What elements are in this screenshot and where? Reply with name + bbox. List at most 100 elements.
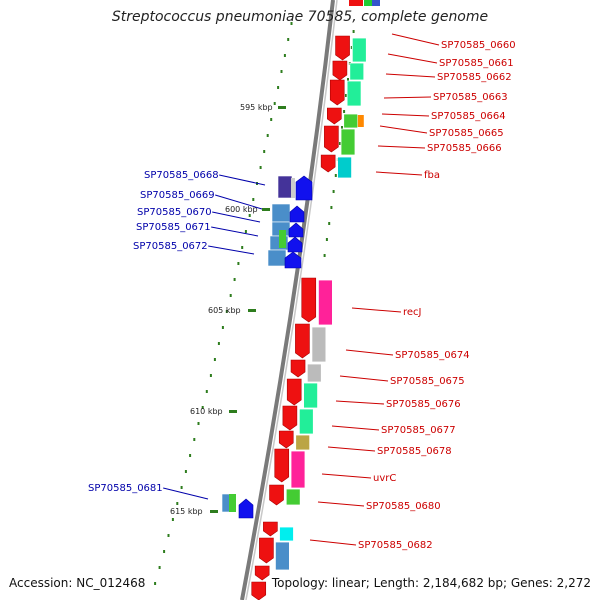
- gene-block: [277, 175, 293, 199]
- gene-arrow: [327, 107, 342, 125]
- scale-labels: 595 kbp 600 kbp 605 kbp 610 kbp 615 kbp: [170, 103, 286, 516]
- map-title: Streptococcus pneumoniae 70585, complete…: [111, 9, 489, 25]
- gene-block: [372, 0, 380, 6]
- gene-arrow: [278, 430, 294, 449]
- left-tick: [209, 374, 212, 377]
- gene-arrow: [290, 359, 306, 378]
- gene-label-right: SP70585_0662: [437, 72, 512, 83]
- gene-label-right: SP70585_0665: [429, 128, 504, 139]
- left-tick: [229, 294, 232, 297]
- gene-arrow: [282, 405, 298, 431]
- left-tick: [158, 566, 161, 569]
- gene-labels: SP70585_0660 SP70585_0661 SP70585_0662 SP70…: [88, 40, 516, 551]
- gene-arrow: [263, 521, 278, 537]
- left-tick: [290, 22, 293, 25]
- gene-block: [337, 156, 353, 179]
- scale-tick: [248, 309, 256, 312]
- leader-line: [351, 307, 402, 313]
- scale-tick: [262, 208, 270, 211]
- left-tick: [263, 150, 266, 153]
- left-tick: [248, 214, 251, 217]
- gene-label-right: SP70585_0661: [439, 58, 514, 69]
- leader-line: [321, 473, 372, 479]
- leader-line: [387, 53, 438, 64]
- accession-text: Accession: NC_012468: [9, 576, 146, 590]
- right-tick: [350, 46, 353, 49]
- label-leader-lines: [163, 33, 440, 546]
- gene-arrow: [286, 378, 302, 406]
- left-tick: [154, 582, 157, 585]
- gene-block: [298, 408, 314, 435]
- scale-label: 595 kbp: [240, 103, 273, 112]
- gene-features: [221, 0, 380, 601]
- genome-backbone-shadow: [245, 0, 338, 601]
- left-tick: [244, 230, 247, 233]
- left-tick: [252, 198, 255, 201]
- right-tick: [347, 78, 349, 81]
- gene-block: [221, 493, 231, 513]
- left-tick: [163, 550, 166, 553]
- leader-line: [377, 145, 426, 149]
- gene-label-left: SP70585_0681: [88, 483, 163, 494]
- leader-line: [163, 487, 209, 500]
- leader-line: [379, 125, 428, 134]
- gene-arrow: [329, 79, 345, 106]
- genome-summary-text: Topology: linear; Length: 2,184,682 bp; …: [271, 576, 591, 590]
- gene-label-right: fba: [424, 170, 440, 181]
- left-tick: [277, 86, 280, 89]
- gene-label-right: SP70585_0664: [431, 111, 506, 122]
- leader-line: [211, 226, 259, 237]
- gene-block: [306, 363, 322, 383]
- leader-line: [317, 501, 365, 507]
- right-tick: [330, 206, 333, 209]
- gene-arrow: [238, 498, 254, 519]
- leader-line: [309, 539, 357, 546]
- right-tick: [345, 94, 347, 97]
- gene-block: [303, 382, 319, 409]
- gene-block: [274, 541, 290, 571]
- scale-label: 600 kbp: [225, 205, 258, 214]
- right-tick: [325, 238, 328, 241]
- left-tick: [189, 454, 192, 457]
- left-tick: [201, 406, 204, 409]
- gene-arrow: [295, 175, 313, 201]
- gene-label-left: SP70585_0672: [133, 241, 208, 252]
- gene-label-left: SP70585_0671: [136, 222, 211, 233]
- left-tick: [171, 518, 174, 521]
- gene-arrow: [289, 205, 305, 223]
- gene-arrow: [295, 323, 310, 359]
- leader-line: [219, 174, 266, 186]
- gene-block: [349, 0, 363, 6]
- left-tick: [280, 70, 283, 73]
- leader-line: [375, 171, 423, 176]
- right-tick: [341, 126, 343, 129]
- gene-block: [343, 113, 359, 129]
- gene-block: [317, 279, 333, 326]
- left-tick: [283, 54, 286, 57]
- left-tick: [197, 422, 200, 425]
- leader-line: [212, 211, 261, 223]
- gene-block: [351, 37, 367, 63]
- leader-line: [339, 375, 389, 382]
- gene-block: [349, 62, 365, 81]
- gene-label-right: recJ: [403, 307, 422, 318]
- gene-block: [285, 488, 301, 506]
- leader-line: [385, 73, 436, 78]
- gene-block: [311, 326, 327, 363]
- gene-block: [267, 249, 287, 267]
- right-tick: [323, 254, 326, 257]
- left-tick: [217, 342, 220, 345]
- left-tick: [273, 102, 276, 105]
- gene-label-right: SP70585_0674: [395, 350, 470, 361]
- leader-line: [383, 96, 432, 99]
- gene-label-right: SP70585_0678: [377, 446, 452, 457]
- gene-block: [364, 0, 372, 6]
- leader-line: [331, 425, 380, 431]
- left-tick: [176, 502, 179, 505]
- gene-arrow: [251, 581, 267, 601]
- gene-arrow: [287, 236, 303, 253]
- gene-block: [229, 494, 236, 512]
- gene-arrow: [259, 537, 274, 564]
- gene-label-left: SP70585_0669: [140, 190, 215, 201]
